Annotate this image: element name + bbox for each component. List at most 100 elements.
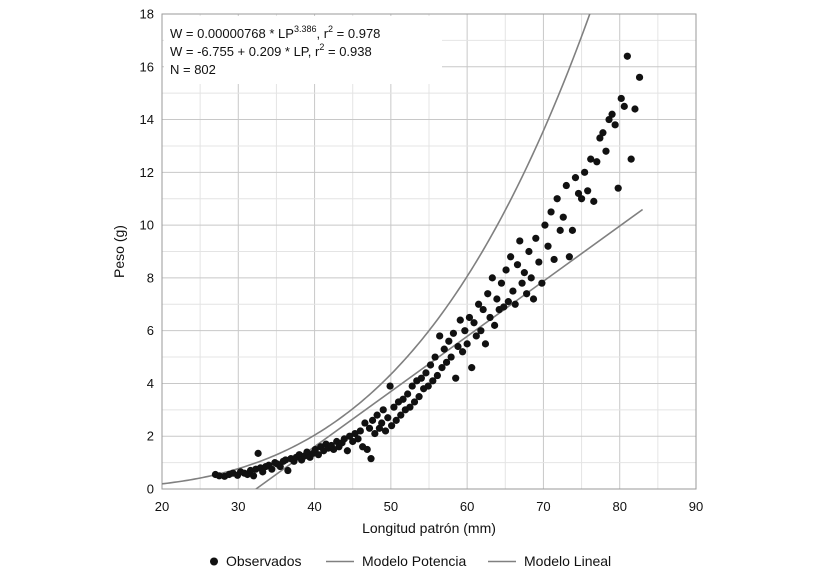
y-tick-label: 10 — [140, 218, 154, 233]
y-tick-label: 8 — [147, 270, 154, 285]
legend: Observados Modelo Potencia Modelo Lineal — [210, 553, 611, 569]
observation-point — [472, 332, 480, 340]
observation-point — [584, 187, 592, 195]
observation-point — [367, 455, 375, 463]
observation-point — [617, 94, 625, 103]
observation-point — [470, 319, 478, 327]
observation-point — [371, 429, 379, 438]
observation-point — [433, 371, 441, 380]
observation-point — [449, 329, 458, 337]
observation-point — [502, 266, 510, 274]
observation-point — [523, 290, 531, 298]
x-tick-label: 20 — [155, 499, 169, 514]
observation-point — [447, 353, 455, 361]
observation-point — [574, 189, 583, 198]
observation-point — [461, 327, 469, 335]
observation-point — [474, 300, 483, 308]
observation-point — [614, 184, 622, 192]
observation-point — [587, 155, 595, 163]
observation-point — [493, 295, 501, 303]
observation-point — [422, 369, 430, 377]
observation-point — [458, 348, 467, 356]
observation-point — [346, 432, 354, 440]
observation-point — [410, 398, 419, 406]
observation-point — [314, 451, 322, 459]
y-tick-label: 18 — [140, 7, 154, 22]
observation-point — [440, 345, 448, 353]
observation-point — [379, 406, 387, 414]
observation-point — [249, 472, 258, 480]
observation-point — [602, 147, 610, 155]
observation-point — [520, 269, 528, 277]
x-tick-label: 80 — [612, 499, 626, 514]
observation-point — [562, 181, 570, 190]
observation-point — [556, 226, 564, 234]
observation-point — [593, 158, 601, 166]
observation-point — [390, 403, 398, 411]
observation-point — [525, 247, 533, 256]
observation-point — [623, 52, 631, 60]
observation-point — [620, 102, 628, 110]
observation-point — [397, 411, 405, 419]
observation-point — [590, 197, 598, 205]
observation-point — [481, 340, 490, 348]
observation-point — [356, 427, 364, 435]
observation-point — [424, 382, 432, 390]
y-tick-label: 12 — [140, 165, 154, 180]
observation-point — [497, 279, 506, 287]
observation-point — [429, 377, 437, 385]
series-layer — [162, 14, 644, 489]
observation-point — [529, 295, 538, 303]
observation-point — [268, 465, 276, 473]
observation-point — [544, 242, 552, 250]
observation-point — [259, 468, 267, 476]
observation-point — [365, 424, 374, 432]
observation-point — [518, 279, 526, 287]
observation-point — [538, 279, 546, 287]
observation-point — [559, 213, 567, 221]
observation-point — [215, 472, 223, 480]
observation-point — [504, 298, 512, 306]
observation-point — [631, 105, 639, 113]
observation-point — [463, 340, 471, 348]
observation-point — [577, 195, 586, 203]
x-tick-label: 90 — [689, 499, 703, 514]
equation-box-background — [164, 16, 442, 84]
y-tick-label: 16 — [140, 59, 154, 74]
observation-point — [605, 115, 613, 124]
observation-point — [509, 287, 517, 295]
y-axis-title: Peso (g) — [111, 225, 127, 278]
observation-point — [417, 374, 425, 382]
observation-point — [599, 129, 607, 137]
y-tick-label: 14 — [140, 112, 154, 127]
observation-point — [535, 258, 543, 266]
observation-point — [635, 73, 644, 81]
x-tick-label: 50 — [384, 499, 398, 514]
equation-linear: W = -6.755 + 0.209 * LP, r2 = 0.938 — [170, 42, 372, 59]
observation-point — [442, 358, 451, 366]
observation-point — [488, 274, 496, 282]
observation-point — [477, 327, 485, 335]
x-tick-label: 40 — [307, 499, 321, 514]
observation-point — [527, 274, 535, 282]
x-tick-label: 30 — [231, 499, 245, 514]
equation-power: W = 0.00000768 * LP3.386, r2 = 0.978 — [170, 24, 380, 41]
observation-point — [363, 445, 371, 454]
observation-point — [456, 316, 464, 324]
observation-point — [568, 226, 577, 234]
observation-point — [438, 364, 446, 372]
observation-point — [276, 462, 284, 471]
observation-point — [386, 382, 394, 390]
observation-point — [373, 411, 381, 419]
y-tick-label: 0 — [147, 482, 154, 497]
observation-point — [465, 313, 474, 322]
observation-point — [611, 121, 619, 129]
linear-model-line — [255, 208, 644, 489]
observation-point — [550, 255, 558, 264]
observation-point — [596, 134, 604, 142]
observation-point — [431, 353, 439, 361]
y-tick-label: 4 — [147, 376, 154, 391]
legend-label-2: Modelo Lineal — [524, 553, 611, 569]
observation-point — [532, 234, 540, 242]
